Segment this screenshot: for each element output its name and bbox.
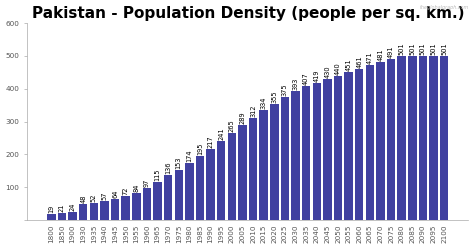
Text: 461: 461 (356, 55, 362, 68)
Text: 451: 451 (346, 59, 352, 71)
Bar (355, 69, 364, 220)
Bar (196, 156, 204, 220)
Bar (228, 133, 236, 220)
Bar (419, 56, 427, 220)
Bar (153, 182, 162, 220)
Text: 334: 334 (261, 97, 267, 110)
Text: 501: 501 (409, 42, 415, 55)
Bar (429, 56, 438, 220)
Text: 174: 174 (186, 149, 192, 162)
Text: 19: 19 (48, 205, 55, 213)
Bar (440, 56, 448, 220)
Text: 48: 48 (80, 195, 86, 203)
Bar (206, 149, 215, 220)
Text: 24: 24 (70, 203, 76, 211)
Title: Pakistan - Population Density (people per sq. km.): Pakistan - Population Density (people pe… (31, 5, 464, 21)
Text: 501: 501 (441, 42, 447, 55)
Bar (259, 111, 268, 220)
Text: 471: 471 (367, 52, 373, 64)
Bar (270, 104, 279, 220)
Text: 64: 64 (112, 189, 118, 198)
Bar (111, 199, 119, 220)
Text: 153: 153 (176, 156, 182, 169)
Text: 440: 440 (335, 62, 341, 75)
Bar (292, 91, 300, 220)
Text: 312: 312 (250, 104, 256, 117)
Text: theglobalgraph.com: theglobalgraph.com (420, 5, 469, 10)
Bar (344, 72, 353, 220)
Bar (387, 59, 395, 220)
Bar (334, 76, 342, 220)
Bar (408, 56, 417, 220)
Text: 21: 21 (59, 204, 65, 212)
Bar (143, 188, 151, 220)
Text: 136: 136 (165, 162, 171, 175)
Bar (217, 141, 226, 220)
Bar (302, 86, 310, 220)
Text: 97: 97 (144, 179, 150, 187)
Text: 430: 430 (324, 65, 330, 78)
Bar (323, 79, 332, 220)
Bar (312, 82, 321, 220)
Bar (365, 65, 374, 220)
Bar (47, 214, 55, 220)
Text: 84: 84 (133, 183, 139, 191)
Text: 57: 57 (101, 192, 108, 200)
Text: 491: 491 (388, 45, 394, 58)
Bar (100, 201, 109, 220)
Text: 241: 241 (218, 127, 224, 140)
Text: 501: 501 (430, 42, 437, 55)
Text: 375: 375 (282, 83, 288, 96)
Bar (68, 212, 77, 220)
Text: 393: 393 (292, 78, 299, 90)
Text: 407: 407 (303, 73, 309, 85)
Bar (79, 204, 88, 220)
Text: 501: 501 (420, 42, 426, 55)
Bar (185, 163, 193, 220)
Bar (281, 97, 289, 220)
Bar (376, 62, 385, 220)
Bar (90, 203, 98, 220)
Text: 419: 419 (314, 69, 320, 81)
Text: 265: 265 (229, 119, 235, 132)
Bar (58, 213, 66, 220)
Text: 481: 481 (377, 49, 383, 61)
Text: 289: 289 (239, 112, 246, 124)
Bar (174, 170, 183, 220)
Text: 195: 195 (197, 143, 203, 155)
Bar (132, 192, 141, 220)
Text: 115: 115 (155, 169, 161, 181)
Text: 355: 355 (271, 90, 277, 103)
Bar (249, 118, 257, 220)
Bar (397, 56, 406, 220)
Bar (121, 196, 130, 220)
Text: 52: 52 (91, 193, 97, 202)
Text: 72: 72 (123, 187, 128, 195)
Bar (238, 125, 246, 220)
Bar (164, 176, 173, 220)
Text: 501: 501 (399, 42, 405, 55)
Text: 217: 217 (208, 135, 214, 148)
